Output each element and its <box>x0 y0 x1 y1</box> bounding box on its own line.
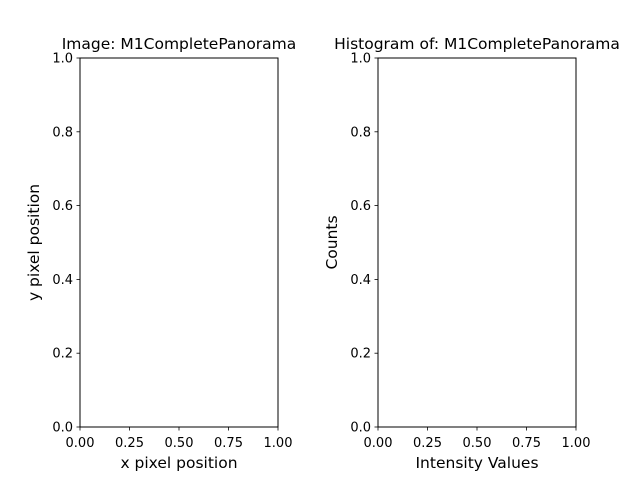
image-y-tick-label: 0.6 <box>52 199 73 214</box>
image-x-axis-label: x pixel position <box>120 454 237 472</box>
histogram-y-tick-label: 0.0 <box>350 421 371 436</box>
histogram-y-ticks: 0.0 0.2 0.4 0.6 0.8 1.0 <box>350 52 378 436</box>
histogram-title: Histogram of: M1CompletePanorama <box>334 35 620 53</box>
image-x-tick-label: 0.75 <box>214 436 243 451</box>
image-y-tick-label: 0.8 <box>52 125 73 140</box>
image-plot-area <box>79 57 279 428</box>
image-x-ticks: 0.00 0.25 0.50 0.75 1.00 <box>66 427 293 451</box>
image-panel: Image: M1CompletePanorama x pixel positi… <box>25 35 296 472</box>
histogram-x-ticks: 0.00 0.25 0.50 0.75 1.00 <box>364 427 591 451</box>
histogram-y-tick-label: 0.6 <box>350 199 371 214</box>
image-y-ticks: 0.0 0.2 0.4 0.6 0.8 1.0 <box>52 52 80 436</box>
histogram-y-tick-label: 0.4 <box>350 273 371 288</box>
histogram-x-axis-label: Intensity Values <box>415 454 538 472</box>
histogram-x-tick-label: 0.50 <box>463 436 492 451</box>
histogram-x-tick-label: 0.75 <box>512 436 541 451</box>
histogram-panel: Histogram of: M1CompletePanorama Intensi… <box>323 35 620 472</box>
image-y-axis-label: y pixel position <box>25 184 43 301</box>
image-x-tick-label: 0.50 <box>165 436 194 451</box>
histogram-y-tick-label: 0.8 <box>350 125 371 140</box>
histogram-plot-area <box>377 57 577 428</box>
histogram-y-axis-label: Counts <box>323 215 341 269</box>
histogram-y-tick-label: 0.2 <box>350 347 371 362</box>
image-y-tick-label: 0.4 <box>52 273 73 288</box>
histogram-x-tick-label: 0.00 <box>364 436 393 451</box>
histogram-y-tick-label: 1.0 <box>350 52 371 67</box>
histogram-x-tick-label: 0.25 <box>413 436 442 451</box>
image-x-tick-label: 0.00 <box>66 436 95 451</box>
image-y-tick-label: 0.0 <box>52 421 73 436</box>
image-y-tick-label: 0.2 <box>52 347 73 362</box>
image-x-tick-label: 1.00 <box>264 436 293 451</box>
image-y-tick-label: 1.0 <box>52 52 73 67</box>
image-title: Image: M1CompletePanorama <box>62 35 297 53</box>
image-x-tick-label: 0.25 <box>115 436 144 451</box>
histogram-x-tick-label: 1.00 <box>562 436 591 451</box>
